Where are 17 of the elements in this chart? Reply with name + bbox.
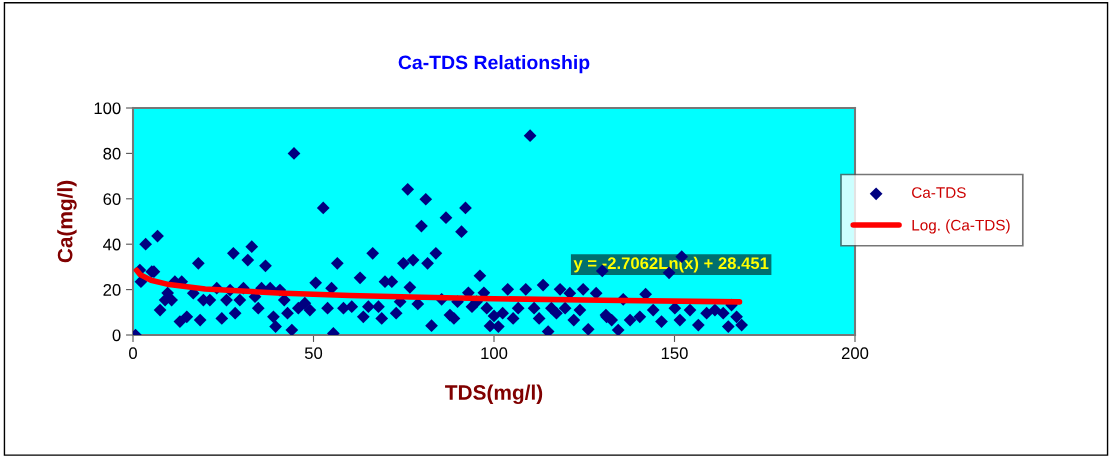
y-tick-label: 100: [94, 102, 121, 115]
x-axis-title: TDS(mg/l): [445, 384, 543, 405]
chart-title: Ca-TDS Relationship: [398, 55, 590, 74]
x-tick-label: 0: [129, 347, 137, 360]
y-tick-label: 20: [103, 284, 121, 296]
y-tick-label: 80: [103, 147, 121, 160]
x-tick-label: 150: [661, 347, 688, 360]
x-tick-label: 50: [304, 347, 323, 360]
x-tick-label: 200: [841, 347, 869, 360]
annotation: y = -2.7062Ln(x) + 28.451: [573, 256, 769, 273]
y-tick-label: 40: [103, 238, 121, 251]
x-tick-label: 100: [481, 347, 508, 360]
legend-label: Ca-TDS: [912, 187, 966, 198]
y-tick-label: 60: [103, 193, 121, 205]
y-tick-label: 0: [112, 329, 121, 342]
y-axis-title: Ca(mg/l): [57, 180, 77, 263]
legend-label: Log. (Ca-TDS): [912, 219, 1010, 234]
